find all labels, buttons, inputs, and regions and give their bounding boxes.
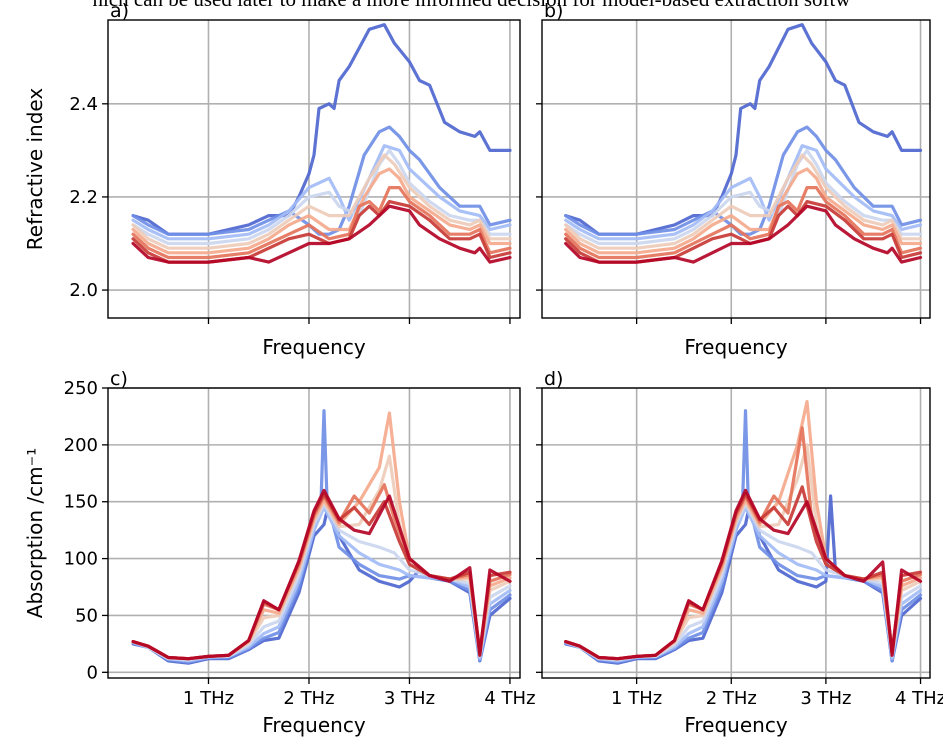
y-tick-label-6: 250: [64, 378, 98, 399]
clipped-caption-text: hich can be used later to make a more in…: [0, 0, 943, 11]
x-tick-label-2: 2 THz: [706, 688, 757, 709]
x-axis-label: Frequency: [262, 713, 365, 737]
x-tick-label-2: 2 THz: [283, 688, 334, 709]
y-tick-label-2: 2.2: [69, 187, 98, 208]
series-line-9: [564, 488, 923, 661]
series-line-5: [131, 153, 512, 250]
y-tick-label-2: 50: [75, 605, 98, 626]
series-line-6: [131, 167, 512, 255]
series-line-9: [564, 204, 923, 264]
y-tick-label-1: 2.0: [69, 280, 98, 301]
x-axis-label: Frequency: [684, 335, 787, 359]
series-line-1: [131, 23, 512, 236]
x-tick-label-1: 1 THz: [611, 688, 662, 709]
panel-2: b) Frequency: [536, 0, 931, 359]
series-line-2: [564, 409, 923, 664]
panel-label: c): [110, 368, 128, 390]
axes-frame: [541, 387, 931, 679]
y-tick-label-1: 0: [87, 662, 98, 683]
panel-label: a): [110, 0, 129, 22]
x-axis-label: Frequency: [262, 335, 365, 359]
x-tick-label-4: 4 THz: [895, 688, 943, 709]
series-line-8: [131, 492, 512, 661]
panel-4: 1 THz 2 THz 3 THz 4 THz d) Frequency: [536, 368, 943, 737]
series-line-3: [131, 144, 512, 241]
y-axis-label: Absorption /cm⁻¹: [23, 448, 47, 618]
y-tick-label-3: 100: [64, 549, 98, 570]
x-tick-label-4: 4 THz: [484, 688, 535, 709]
panel-1: 2.0 2.2 2.4 a) Frequency Refractive index: [23, 0, 521, 359]
series-line-9: [131, 204, 512, 264]
y-tick-label-4: 150: [64, 492, 98, 513]
series-line-2: [131, 409, 512, 664]
axes-frame: [107, 387, 521, 679]
x-tick-label-3: 3 THz: [384, 688, 435, 709]
series-line-7: [564, 186, 923, 260]
x-tick-label-3: 3 THz: [800, 688, 851, 709]
panel-3: 1 THz 2 THz 3 THz 4 THz 0 50 100 150 200 250 c) Fre…: [23, 368, 536, 737]
y-axis-label: Refractive index: [23, 88, 47, 251]
series-line-5: [564, 153, 923, 250]
series-line-1: [564, 23, 923, 236]
panel-label: b): [544, 0, 563, 22]
series-line-3: [564, 144, 923, 241]
series-line-2: [564, 125, 923, 236]
panel-label: d): [544, 368, 563, 390]
x-tick-label-1: 1 THz: [183, 688, 234, 709]
axes-frame: [541, 19, 931, 319]
series-line-6: [564, 167, 923, 255]
y-tick-label-5: 200: [64, 435, 98, 456]
y-tick-label-3: 2.4: [69, 94, 98, 115]
axes-frame: [107, 19, 521, 319]
series-line-2: [131, 125, 512, 236]
series-line-9: [131, 488, 512, 661]
x-axis-label: Frequency: [684, 713, 787, 737]
series-line-7: [131, 186, 512, 260]
